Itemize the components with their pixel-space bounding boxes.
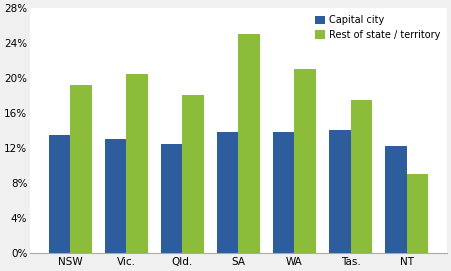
Bar xyxy=(329,130,350,253)
Bar xyxy=(350,100,372,253)
Bar xyxy=(49,135,70,253)
Legend: Capital city, Rest of state / territory: Capital city, Rest of state / territory xyxy=(311,11,444,44)
Bar xyxy=(239,34,260,253)
Bar xyxy=(273,132,295,253)
Bar xyxy=(70,85,92,253)
Bar xyxy=(105,139,126,253)
Bar xyxy=(407,174,428,253)
Bar xyxy=(126,74,147,253)
Bar xyxy=(295,69,316,253)
Bar xyxy=(161,144,182,253)
Bar xyxy=(217,132,239,253)
Bar xyxy=(182,95,204,253)
Bar xyxy=(385,146,407,253)
